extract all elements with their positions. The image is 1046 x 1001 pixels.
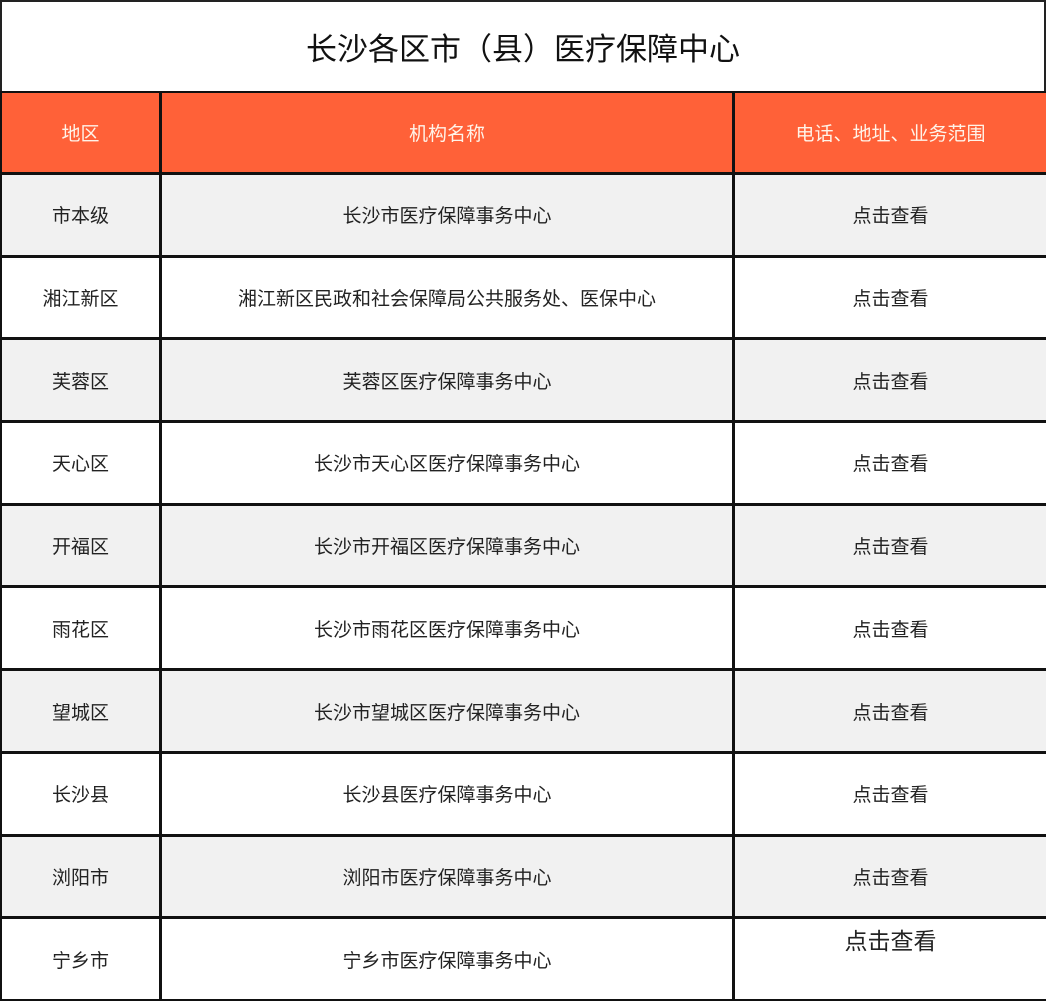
institution-name-cell: 湘江新区民政和社会保障局公共服务处、医保中心	[162, 257, 732, 338]
region-cell: 天心区	[2, 423, 159, 503]
institution-name-cell: 长沙市望城区医疗保障事务中心	[162, 671, 732, 751]
institution-name-cell: 长沙县医疗保障事务中心	[162, 753, 732, 834]
view-details-link[interactable]: 点击查看	[735, 753, 1046, 834]
view-details-link[interactable]: 点击查看	[735, 423, 1046, 503]
header-contact-info: 电话、地址、业务范围	[735, 93, 1046, 172]
view-details-link[interactable]: 点击查看	[735, 257, 1046, 338]
view-details-link[interactable]: 点击查看	[735, 588, 1046, 669]
view-details-link[interactable]: 点击查看	[735, 340, 1046, 421]
header-region: 地区	[2, 93, 159, 172]
institution-name-cell: 长沙市天心区医疗保障事务中心	[162, 423, 732, 503]
header-institution-name: 机构名称	[162, 93, 732, 172]
region-cell: 望城区	[2, 671, 159, 751]
view-details-link[interactable]: 点击查看	[735, 836, 1046, 917]
region-cell: 宁乡市	[2, 919, 159, 999]
page-title: 长沙各区市（县）医疗保障中心	[0, 0, 1046, 91]
institution-table: 地区 机构名称 电话、地址、业务范围 市本级 长沙市医疗保障事务中心 点击查看 湘江新…	[0, 91, 1046, 1001]
view-details-link[interactable]: 点击查看	[735, 175, 1046, 255]
region-cell: 长沙县	[2, 753, 159, 834]
institution-name-cell: 宁乡市医疗保障事务中心	[162, 919, 732, 999]
institution-name-cell: 长沙市雨花区医疗保障事务中心	[162, 588, 732, 669]
institution-name-cell: 长沙市医疗保障事务中心	[162, 175, 732, 255]
region-cell: 湘江新区	[2, 257, 159, 338]
institution-name-cell: 浏阳市医疗保障事务中心	[162, 836, 732, 917]
region-cell: 雨花区	[2, 588, 159, 669]
region-cell: 浏阳市	[2, 836, 159, 917]
region-cell: 芙蓉区	[2, 340, 159, 421]
region-cell: 开福区	[2, 505, 159, 586]
view-details-link[interactable]: 点击查看	[735, 919, 1046, 999]
institution-name-cell: 长沙市开福区医疗保障事务中心	[162, 505, 732, 586]
region-cell: 市本级	[2, 175, 159, 255]
view-details-link[interactable]: 点击查看	[735, 505, 1046, 586]
institution-name-cell: 芙蓉区医疗保障事务中心	[162, 340, 732, 421]
view-details-link[interactable]: 点击查看	[735, 671, 1046, 751]
